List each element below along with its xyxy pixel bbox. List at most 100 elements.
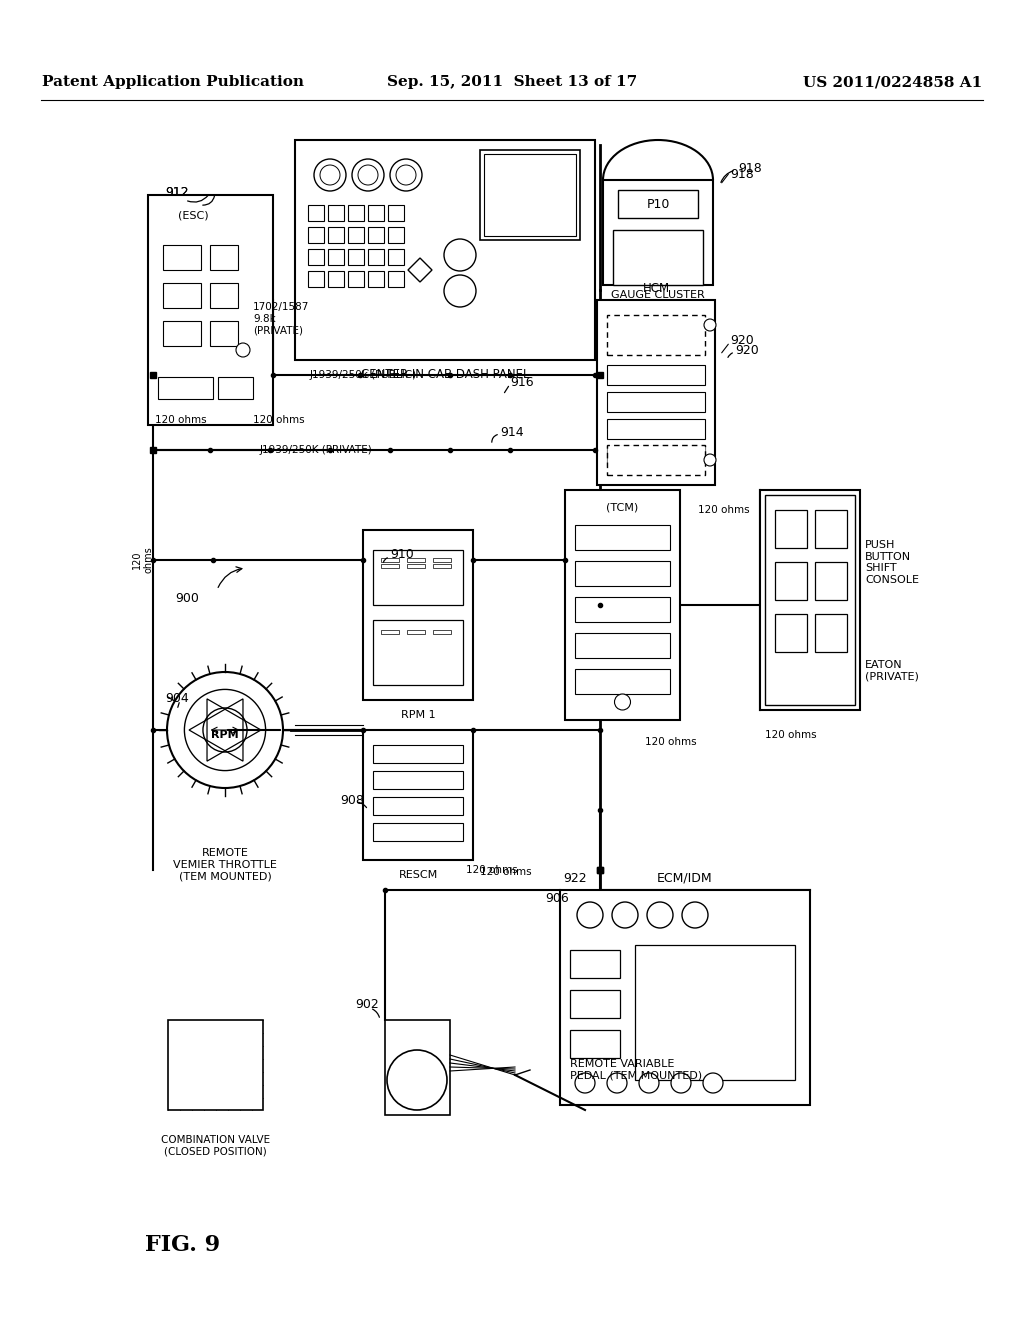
- Bar: [433, 630, 451, 634]
- Bar: [484, 154, 575, 236]
- Bar: [210, 246, 238, 271]
- Bar: [570, 990, 620, 1018]
- Text: J1939/250K (PRIVATE): J1939/250K (PRIVATE): [260, 445, 373, 455]
- Bar: [618, 190, 698, 218]
- Circle shape: [647, 902, 673, 928]
- Bar: [348, 227, 364, 243]
- Text: 120 ohms: 120 ohms: [466, 865, 517, 875]
- Bar: [163, 246, 201, 271]
- Bar: [381, 630, 399, 634]
- Circle shape: [444, 239, 476, 271]
- Bar: [368, 205, 384, 220]
- Bar: [163, 321, 201, 346]
- Bar: [560, 890, 810, 1105]
- Circle shape: [319, 165, 340, 185]
- Bar: [373, 620, 463, 685]
- Bar: [373, 744, 463, 763]
- Bar: [348, 205, 364, 220]
- Text: 904: 904: [165, 692, 188, 705]
- Text: 120
ohms: 120 ohms: [132, 546, 154, 573]
- Text: J1939/250k (PUBLIC): J1939/250k (PUBLIC): [310, 370, 417, 380]
- Bar: [597, 300, 715, 484]
- Text: 120 ohms: 120 ohms: [480, 867, 531, 876]
- Text: P10: P10: [646, 198, 670, 210]
- Bar: [328, 227, 344, 243]
- Text: (ESC): (ESC): [178, 210, 209, 220]
- Text: US 2011/0224858 A1: US 2011/0224858 A1: [803, 75, 982, 88]
- Text: 902: 902: [355, 998, 379, 1011]
- Text: 120 ohms: 120 ohms: [253, 414, 304, 425]
- Bar: [308, 271, 324, 286]
- Text: 920: 920: [730, 334, 754, 346]
- Bar: [407, 630, 425, 634]
- Text: 918: 918: [730, 169, 754, 181]
- Bar: [570, 1030, 620, 1059]
- Text: RPM: RPM: [211, 730, 239, 741]
- Bar: [607, 315, 705, 355]
- Circle shape: [703, 1073, 723, 1093]
- Text: 922: 922: [563, 871, 587, 884]
- Bar: [373, 550, 463, 605]
- Text: HCM: HCM: [642, 281, 670, 294]
- Circle shape: [390, 158, 422, 191]
- Bar: [480, 150, 580, 240]
- Bar: [613, 230, 703, 285]
- Bar: [433, 558, 451, 562]
- Bar: [775, 562, 807, 601]
- Bar: [328, 249, 344, 265]
- Circle shape: [236, 343, 250, 356]
- Circle shape: [314, 158, 346, 191]
- Text: 920: 920: [735, 343, 759, 356]
- Bar: [348, 249, 364, 265]
- Text: 906: 906: [545, 891, 568, 904]
- Bar: [295, 140, 595, 360]
- Bar: [565, 490, 680, 719]
- Bar: [607, 445, 705, 475]
- Text: COMBINATION VALVE
(CLOSED POSITION): COMBINATION VALVE (CLOSED POSITION): [161, 1135, 270, 1156]
- Bar: [373, 822, 463, 841]
- Circle shape: [577, 902, 603, 928]
- Text: EATON
(PRIVATE): EATON (PRIVATE): [865, 660, 919, 681]
- Circle shape: [184, 689, 265, 771]
- Circle shape: [682, 902, 708, 928]
- Text: 912: 912: [165, 186, 188, 198]
- Text: 910: 910: [390, 549, 414, 561]
- Bar: [607, 392, 705, 412]
- Circle shape: [614, 694, 631, 710]
- Text: FIG. 9: FIG. 9: [145, 1234, 220, 1257]
- Circle shape: [396, 165, 416, 185]
- Text: 900: 900: [175, 591, 199, 605]
- Circle shape: [705, 319, 716, 331]
- Bar: [381, 558, 399, 562]
- Circle shape: [575, 1073, 595, 1093]
- Circle shape: [705, 454, 716, 466]
- Text: GAUGE CLUSTER: GAUGE CLUSTER: [611, 290, 705, 300]
- Text: 914: 914: [500, 425, 523, 438]
- Text: RPM 1: RPM 1: [400, 710, 435, 719]
- Text: 120 ohms: 120 ohms: [155, 414, 207, 425]
- Bar: [168, 1020, 263, 1110]
- Bar: [575, 561, 670, 586]
- Circle shape: [167, 672, 283, 788]
- Bar: [373, 771, 463, 789]
- Bar: [362, 531, 473, 700]
- Bar: [385, 1020, 450, 1115]
- Bar: [308, 205, 324, 220]
- Bar: [635, 945, 795, 1080]
- Bar: [348, 271, 364, 286]
- Bar: [368, 227, 384, 243]
- Bar: [368, 249, 384, 265]
- Circle shape: [612, 902, 638, 928]
- Bar: [760, 490, 860, 710]
- Bar: [765, 495, 855, 705]
- Bar: [388, 205, 404, 220]
- Bar: [163, 282, 201, 308]
- Text: 916: 916: [510, 375, 534, 388]
- Bar: [607, 446, 705, 466]
- Bar: [210, 321, 238, 346]
- Circle shape: [607, 1073, 627, 1093]
- Circle shape: [639, 1073, 659, 1093]
- Bar: [815, 510, 847, 548]
- Bar: [308, 249, 324, 265]
- Bar: [603, 180, 713, 285]
